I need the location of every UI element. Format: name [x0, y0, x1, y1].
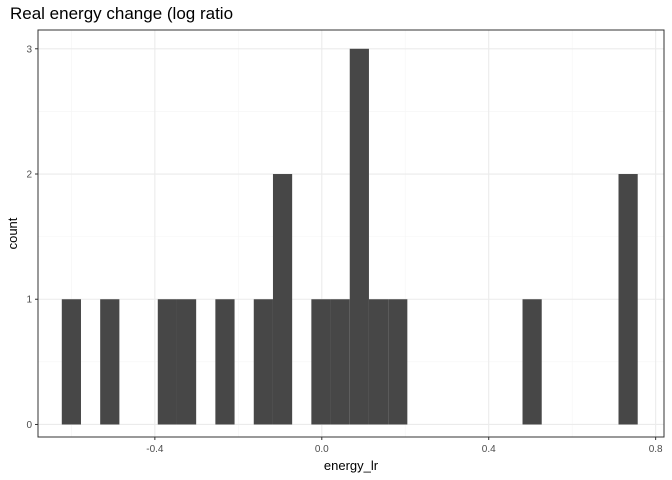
histogram-bar: [61, 299, 81, 425]
histogram-bar: [272, 174, 293, 425]
y-tick-label: 3: [26, 44, 32, 55]
y-tick-label: 0: [26, 420, 32, 431]
histogram-bar: [215, 299, 235, 425]
histogram-bar: [388, 299, 408, 425]
histogram-bar: [157, 299, 177, 425]
histogram-bar: [618, 174, 638, 425]
y-tick-label: 2: [26, 170, 32, 181]
histogram-bar: [176, 299, 197, 425]
y-axis-title: count: [5, 217, 20, 249]
y-tick-label: 1: [26, 295, 32, 306]
y-axis-ticks: 0 1 2 3: [26, 44, 38, 431]
histogram-bar: [522, 299, 542, 425]
panel-border: [37, 29, 665, 438]
x-axis-title: energy_lr: [324, 458, 379, 473]
histogram-bar: [368, 299, 389, 425]
chart-title: Real energy change (log ratio: [10, 4, 234, 23]
x-axis-ticks: -0.4 0.0 0.4 0.8: [146, 437, 663, 455]
histogram-bar: [100, 299, 120, 425]
histogram-bar: [349, 48, 369, 425]
histogram-bar: [253, 299, 273, 425]
histogram-bars: [61, 48, 638, 425]
x-tick-label: 0.0: [315, 444, 329, 455]
x-tick-label: 0.8: [649, 444, 663, 455]
histogram-bar: [311, 299, 331, 425]
x-tick-label: 0.4: [482, 444, 496, 455]
histogram-bar: [330, 299, 350, 425]
x-tick-label: -0.4: [146, 444, 164, 455]
